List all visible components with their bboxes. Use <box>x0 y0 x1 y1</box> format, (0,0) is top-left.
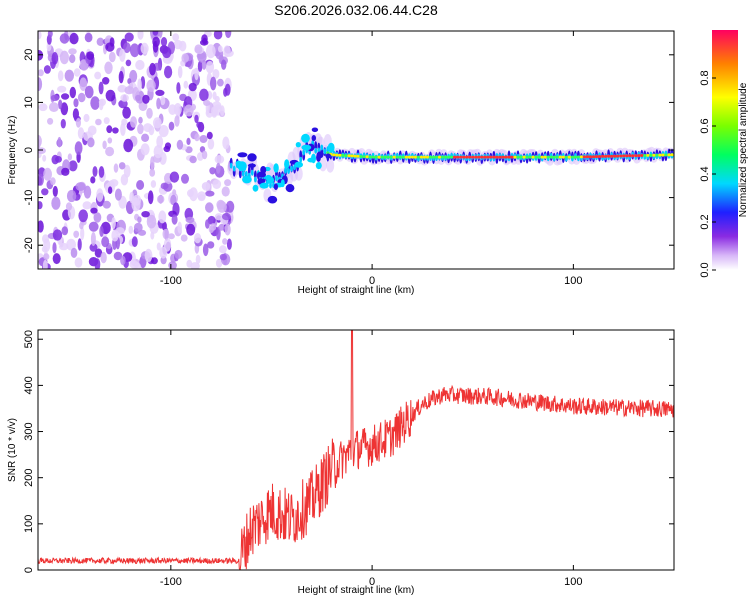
colorbar-gradient <box>712 30 738 270</box>
snr-y-axis-label: SNR (10 * v/v) <box>7 418 18 482</box>
spectrogram-y-tick-label: -10 <box>23 190 35 206</box>
colorbar-tick-label: 0.4 <box>699 166 711 181</box>
snr-x-tick-label: 0 <box>369 576 375 588</box>
spectrogram-x-axis-label: Height of straight line (km) <box>298 285 415 296</box>
colorbar-ticks: 0.0 0.2 0.4 0.6 0.8 <box>699 70 716 278</box>
spectrogram-y-tick-label: -20 <box>23 237 35 253</box>
chart-title: S206.2026.032.06.44.C28 <box>274 2 438 18</box>
snr-y-tick-label: 500 <box>23 330 35 348</box>
colorbar-label: Normalized spectral amplitude <box>738 82 749 217</box>
spectrogram-x-tick-label: 0 <box>369 275 375 287</box>
snr-y-tick-label: 400 <box>23 376 35 394</box>
colorbar: 0.0 0.2 0.4 0.6 0.8 Normalized spectral ampl… <box>699 30 749 278</box>
snr-y-tick-label: 300 <box>23 422 35 440</box>
snr-x-axis-label: Height of straight line (km) <box>298 585 415 596</box>
snr-x-tick-label: -100 <box>160 576 182 588</box>
snr-panel: -100 0 100 0 100 200 300 400 500 Height of strai… <box>7 329 675 596</box>
snr-y-tick-label: 100 <box>23 515 35 533</box>
signal-ridge <box>227 127 674 204</box>
noise-cloud <box>38 31 235 269</box>
snr-y-tick-label: 0 <box>23 567 35 573</box>
spectrogram-x-tick-label: 100 <box>564 275 582 287</box>
colorbar-tick-label: 0.6 <box>699 118 711 133</box>
colorbar-tick-label: 0.8 <box>699 70 711 85</box>
snr-ticks: -100 0 100 0 100 200 300 400 500 <box>23 330 674 588</box>
snr-frame <box>37 329 675 571</box>
snr-x-tick-label: 100 <box>564 576 582 588</box>
colorbar-tick-label: 0.0 <box>699 262 711 277</box>
spectrogram-y-tick-label: 0 <box>23 147 35 153</box>
snr-series-line <box>38 330 674 570</box>
spectrogram-y-tick-label: 20 <box>23 49 35 61</box>
colorbar-tick-label: 0.2 <box>699 214 711 229</box>
spectrogram-y-axis-label: Frequency (Hz) <box>7 116 18 185</box>
spectrogram-x-tick-label: -100 <box>160 275 182 287</box>
snr-y-tick-label: 200 <box>23 469 35 487</box>
spectrogram-y-tick-label: 10 <box>23 96 35 108</box>
